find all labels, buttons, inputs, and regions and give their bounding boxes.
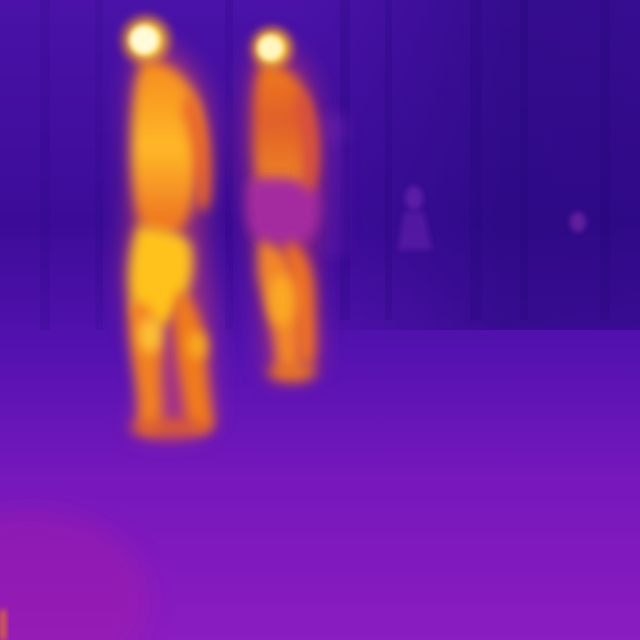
background-figure [398, 186, 586, 250]
wall-shadow [300, 0, 640, 330]
floor-warm-patch [0, 510, 150, 640]
person-right-shorts [246, 177, 320, 246]
edge-warm-speck [0, 610, 6, 640]
shadow-figure [321, 112, 349, 258]
person-left [116, 10, 214, 438]
person-right [243, 22, 323, 382]
